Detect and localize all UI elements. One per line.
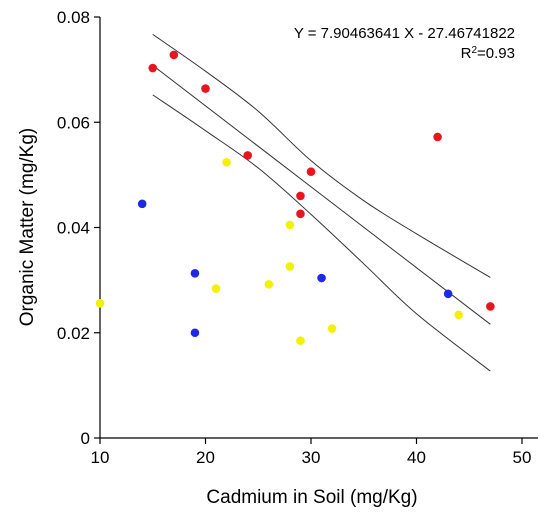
- data-point-series-1: [169, 50, 179, 60]
- y-axis-title: Organic Matter (mg/Kg): [17, 128, 38, 327]
- y-tick-label: 0.02: [57, 324, 90, 343]
- data-point-series-3: [211, 284, 221, 293]
- data-point-series-2: [190, 328, 200, 338]
- data-point-series-1: [433, 132, 442, 142]
- regression-lines: [152, 33, 491, 372]
- data-point-series-2: [443, 289, 453, 299]
- data-point-series-1: [296, 209, 305, 219]
- tick-group: 10 20 30 40 50 0 0.02 0.04 0.06 0.08: [57, 8, 532, 467]
- x-tick-label: 40: [407, 448, 426, 467]
- r-squared-label: R2=0.93: [461, 45, 515, 63]
- data-point-series-1: [201, 84, 210, 93]
- x-tick-label: 10: [91, 448, 110, 467]
- r-squared-prefix: R: [461, 45, 472, 62]
- data-point-series-2: [190, 268, 200, 278]
- data-point-series-3: [95, 298, 105, 308]
- upper-confidence-line: [152, 33, 491, 278]
- data-point-series-3: [264, 280, 274, 289]
- regression-line: [152, 65, 491, 325]
- data-point-series-2: [137, 199, 147, 209]
- data-point-series-3: [285, 262, 295, 271]
- axes: [99, 17, 538, 439]
- regression-equation: Y = 7.90463641 X - 27.46741822: [294, 25, 515, 42]
- x-tick-label: 20: [196, 448, 215, 467]
- data-point-series-1: [306, 167, 316, 177]
- y-tick-label: 0.04: [57, 219, 90, 238]
- x-tick-label: 30: [302, 448, 321, 467]
- data-point-series-3: [327, 324, 337, 333]
- data-point-series-1: [296, 191, 305, 201]
- y-tick-label: 0.08: [57, 8, 90, 27]
- data-point-series-2: [317, 273, 326, 283]
- r-squared-value: =0.93: [477, 45, 515, 62]
- y-tick-label: 0.06: [57, 113, 90, 132]
- data-point-series-1: [486, 302, 495, 311]
- x-tick-label: 50: [513, 448, 532, 467]
- data-point-series-1: [243, 151, 252, 160]
- x-axis-title: Cadmium in Soil (mg/Kg): [206, 487, 417, 508]
- data-point-series-1: [148, 63, 158, 73]
- data-point-series-3: [296, 336, 305, 345]
- y-tick-label: 0: [81, 429, 90, 448]
- data-point-series-3: [454, 310, 464, 320]
- lower-confidence-line: [152, 94, 491, 372]
- data-point-series-3: [222, 157, 231, 167]
- r-squared-superscript: 2: [471, 45, 477, 56]
- data-point-series-3: [285, 220, 295, 230]
- data-points: [95, 50, 495, 345]
